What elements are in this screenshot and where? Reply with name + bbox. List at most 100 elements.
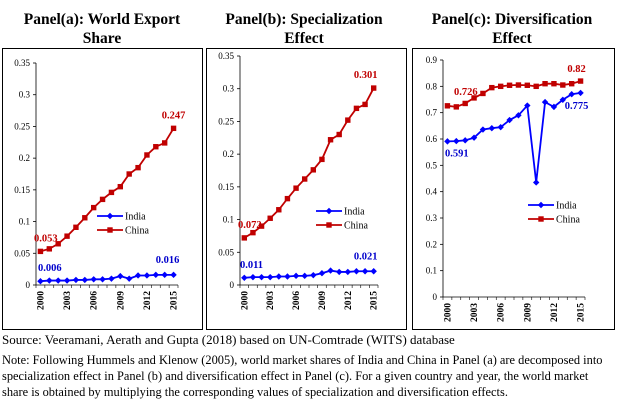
panel-a-x-tick-label: 2006: [90, 291, 100, 310]
panel-a-y-tick-label: 0: [26, 280, 31, 290]
panel-c-china-end-label: 0.82: [567, 64, 585, 75]
panel-b-china-point: [284, 195, 291, 202]
panel-c-china-point: [568, 81, 575, 87]
panel-a-india-point: [134, 272, 142, 279]
panel-a-india-point: [161, 271, 168, 279]
panel-b-china-point: [310, 167, 317, 173]
panel-c-x-tick-label: 2003: [470, 303, 480, 322]
panel-c-india-point: [461, 137, 469, 144]
panel-a-india-point: [54, 277, 62, 284]
panel-a-india-end-label: 0.016: [156, 255, 180, 266]
panel-c-india-point: [550, 103, 558, 111]
panel-b-china-point: [301, 176, 308, 182]
panel-b-y-tick-label: 0.2: [223, 149, 234, 159]
panel-b-title-line1: Panel(b): Specialization: [225, 11, 383, 28]
panel-b-china-start-label: 0.072: [238, 220, 262, 231]
panel-a-china-point: [46, 246, 53, 252]
panel-b-y-tick-label: 0.35: [218, 51, 234, 61]
panel-b-x-tick-label: 2000: [240, 291, 250, 310]
panel-b-x-tick-label: 2006: [292, 291, 302, 310]
panel-c-x-tick-label: 2006: [497, 303, 507, 322]
panel-a-china-point: [37, 248, 44, 255]
panel-b-y-tick-label: 0.25: [218, 116, 234, 126]
panel-a-china-point: [135, 164, 141, 171]
panel-a-india-point: [125, 275, 133, 282]
panel-c-y-tick-label: 0.2: [426, 239, 437, 249]
panel-a-china-point: [99, 196, 106, 203]
panel-b-india-end-label: 0.021: [354, 251, 378, 262]
panel-a-legend-india-marker: [106, 212, 114, 220]
panel-a-india-point: [37, 277, 44, 285]
panel-a-china-point: [90, 204, 97, 211]
panel-a-x-tick-label: 2012: [143, 291, 153, 310]
panel-c-china-point: [480, 90, 486, 97]
panel-a-x-tick-label: 2009: [116, 291, 126, 310]
panel-b-india-point: [284, 273, 291, 280]
panel-c-x-tick-label: 2009: [523, 303, 533, 322]
panel-c-legend-china-label: China: [556, 215, 580, 226]
panel-a-legend-india-label: India: [125, 212, 146, 223]
panel-c-y-tick-label: 0.7: [426, 108, 438, 118]
panel-b-india-point: [266, 273, 274, 281]
panel-a-china-point: [170, 125, 177, 132]
panel-c-y-tick-label: 0.1: [426, 266, 437, 276]
panel-b-y-tick-label: 0.3: [223, 84, 235, 94]
panel-b-india-point: [318, 270, 326, 277]
panel-b-legend-china-marker: [326, 222, 332, 228]
panel-c-china-point: [560, 82, 566, 88]
panel-b-india-point: [310, 271, 317, 279]
panel-c-india-point: [541, 98, 549, 106]
panel-c-india-point: [559, 96, 567, 103]
panel-a-legend-china-label: China: [125, 226, 149, 237]
panel-c-y-tick-label: 0.9: [426, 55, 438, 65]
panel-a-legend-china-marker: [107, 227, 113, 233]
panel-a-china-line: [40, 127, 175, 253]
panel-a-india-point: [81, 276, 89, 284]
panel-b-china-point: [267, 215, 273, 221]
panel-c-y-tick-label: 0.6: [426, 134, 438, 144]
panel-b-china-point: [250, 229, 256, 236]
panel-b-china-point: [362, 101, 368, 108]
panel-a-china-point: [161, 140, 168, 146]
panel-a-china-point: [73, 224, 79, 230]
panel-c-legend-china-marker: [538, 216, 544, 222]
panel-c-y-tick-label: 0: [433, 292, 438, 302]
panel-c-china-point: [551, 81, 557, 87]
panel-b-india-point: [353, 268, 360, 275]
panel-a-india-point: [90, 276, 97, 283]
panel-a-title-line1: Panel(a): World Export: [23, 11, 181, 28]
panel-c-china-point: [462, 100, 468, 107]
panel-c-china-point: [524, 82, 531, 88]
panel-b-y-tick-label: 0: [230, 280, 235, 290]
panel-c-india-point: [497, 123, 504, 131]
panel-b-legend-china-label: China: [344, 221, 368, 232]
panel-b-india-point: [241, 274, 248, 282]
panel-b-india-point: [301, 272, 308, 280]
panel-b-x-tick-label: 2003: [266, 291, 276, 310]
panel-c-x-tick-label: 2012: [550, 303, 560, 322]
panel-c-y-tick-label: 0.4: [426, 187, 438, 197]
panel-a-china-start-label: 0.053: [34, 233, 58, 244]
panel-b-china-line: [243, 87, 375, 239]
panel-b-india-point: [370, 268, 377, 275]
panel-c-legend-india-marker: [537, 201, 545, 209]
panel-c-india-point: [524, 102, 531, 109]
panel-a-india-point: [46, 277, 53, 284]
panel-b-india-point: [292, 272, 300, 280]
panel-b-title-line2: Effect: [284, 30, 324, 47]
panel-c-x-tick-label: 2000: [443, 303, 453, 322]
panel-b-india-point: [275, 273, 283, 280]
panel-b-y-tick-label: 0.1: [223, 215, 234, 225]
panel-a-x-tick-label: 2015: [170, 291, 180, 310]
panel-b-china-point: [345, 117, 351, 123]
panel-a-india-point: [72, 276, 80, 284]
panel-c-india-point: [568, 91, 575, 98]
panel-c-india-point: [470, 134, 478, 141]
panel-b-y-tick-label: 0.05: [218, 247, 234, 257]
panel-c-x-tick-label: 2015: [577, 303, 587, 322]
panel-a-india-point: [152, 271, 160, 279]
panel-a-china-point: [153, 144, 159, 150]
